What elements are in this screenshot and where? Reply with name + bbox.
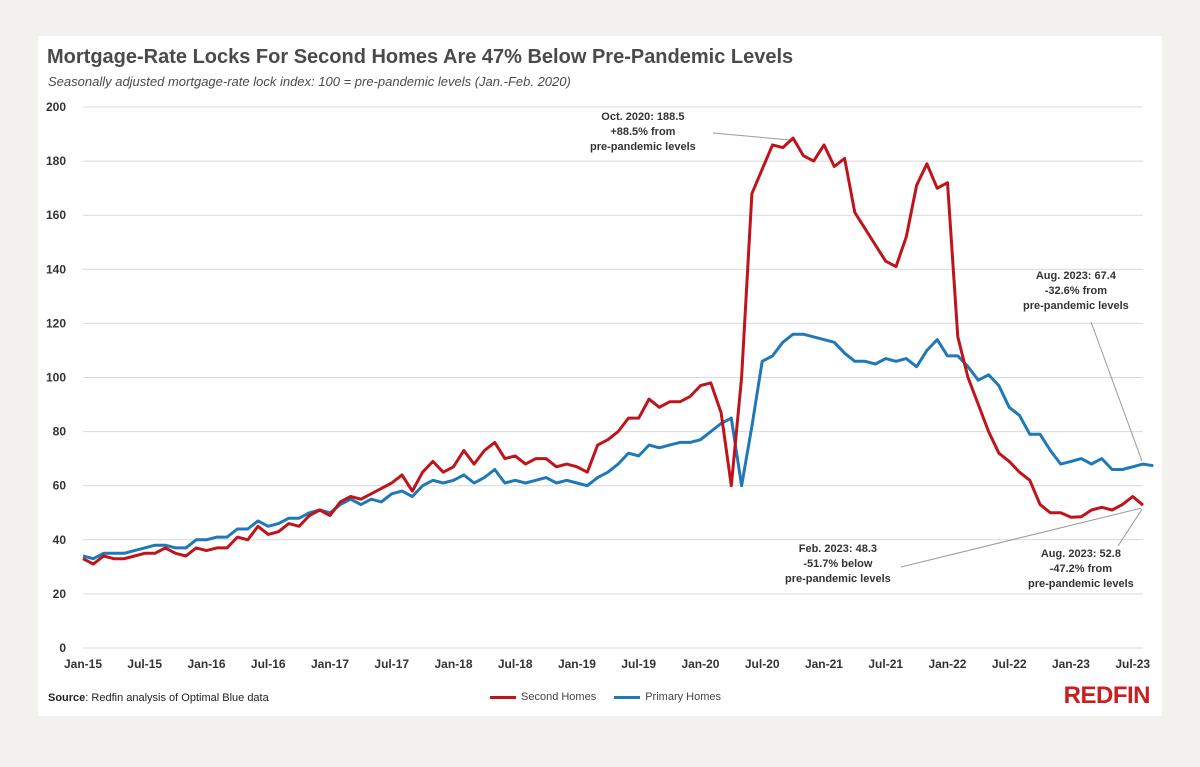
legend-label-second-homes: Second Homes [521,691,597,703]
redfin-logo: REDFIN [1063,682,1151,709]
legend-swatch-primary-homes [614,695,641,699]
y-tick-label-40: 40 [53,533,67,547]
x-tick-label-jul-21: Jul-21 [868,657,903,671]
source-note: Source: Redfin analysis of Optimal Blue … [48,692,269,704]
series-line-second-homes [82,136,1144,566]
legend-item-primary-homes: Primary Homes [614,691,721,703]
x-tick-label-jan-16: Jan-16 [187,657,225,671]
leader-feb-2023 [900,507,1142,568]
legend: Second Homes Primary Homes [490,691,721,703]
chart-title: Mortgage-Rate Locks For Second Homes Are… [47,46,794,68]
x-tick-label-jan-19: Jan-19 [558,657,596,671]
leader-oct-2020 [712,132,792,141]
y-tick-label-100: 100 [46,371,66,385]
x-tick-label-jul-22: Jul-22 [992,657,1027,671]
x-tick-label-jul-16: Jul-16 [251,657,286,671]
x-tick-label-jan-23: Jan-23 [1052,657,1090,671]
x-tick-label-jul-17: Jul-17 [374,657,409,671]
x-tick-label-jul-19: Jul-19 [621,657,656,671]
x-tick-label-jul-20: Jul-20 [745,657,780,671]
annotation-aug-2023-primary: Aug. 2023: 67.4 -32.6% from pre-pandemic… [1023,270,1129,312]
y-tick-label-140: 140 [46,262,66,276]
y-tick-label-200: 200 [46,100,66,114]
legend-label-primary-homes: Primary Homes [645,691,722,703]
legend-item-second-homes: Second Homes [490,691,596,703]
y-tick-label-160: 160 [46,208,66,222]
chart-subtitle: Seasonally adjusted mortgage-rate lock i… [48,74,571,89]
x-tick-label-jul-23: Jul-23 [1115,657,1150,671]
x-tick-label-jan-20: Jan-20 [681,657,719,671]
leader-aug-2023-primary [1090,321,1143,462]
y-tick-label-80: 80 [53,425,67,439]
x-tick-label-jan-21: Jan-21 [805,657,843,671]
line-chart: 0 20 40 60 80 100 120 140 160 180 200 Jan-15 Jul-15 J… [46,100,1154,671]
x-tick-label-jan-15: Jan-15 [64,657,102,671]
x-tick-label-jan-22: Jan-22 [928,657,966,671]
chart-card: Mortgage-Rate Locks For Second Homes Are… [38,36,1162,716]
legend-swatch-second-homes [490,695,516,699]
leader-aug-2023-second [1117,508,1143,547]
x-tick-label-jul-15: Jul-15 [127,657,162,671]
y-tick-label-180: 180 [46,154,66,168]
x-tick-label-jan-17: Jan-17 [311,657,349,671]
x-tick-label-jan-18: Jan-18 [434,657,472,671]
annotation-feb-2023: Feb. 2023: 48.3 -51.7% below pre-pandemi… [785,543,891,585]
annotation-oct-2020: Oct. 2020: 188.5 +88.5% from pre-pandemi… [590,111,696,153]
series-line-primary-homes [82,332,1154,561]
y-tick-label-120: 120 [46,316,66,330]
x-tick-label-jul-18: Jul-18 [498,657,533,671]
annotation-aug-2023-second: Aug. 2023: 52.8 -47.2% from pre-pandemic… [1028,548,1134,590]
y-tick-label-0: 0 [59,641,66,655]
y-tick-label-60: 60 [53,479,67,493]
y-tick-label-20: 20 [53,587,67,601]
